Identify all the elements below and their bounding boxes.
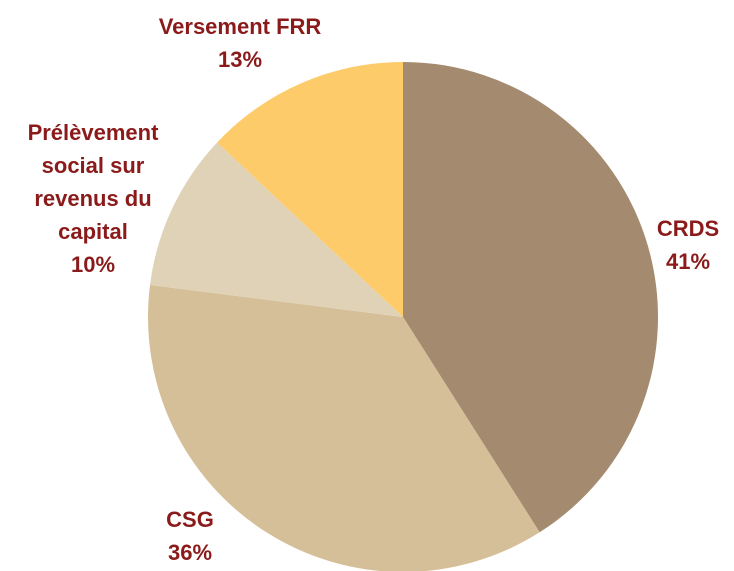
slice-label: CSG 36% (130, 503, 250, 569)
slice-label: CRDS 41% (628, 212, 734, 278)
value-label: 10% (70, 252, 116, 277)
pie-slice (150, 142, 403, 317)
slice-label: Versement FRR 13% (130, 10, 350, 76)
value-label: 41% (665, 249, 711, 274)
pie-slice (217, 62, 403, 317)
value-label: 36% (167, 540, 213, 565)
category-label: Versement FRR (158, 14, 322, 39)
category-label: Prélèvement social sur revenus du capita… (27, 120, 159, 244)
value-label: 13% (217, 47, 263, 72)
pie-slice (148, 285, 540, 571)
pie-slice (403, 62, 659, 533)
category-label: CSG (166, 507, 214, 532)
slice-label: Prélèvement social sur revenus du capita… (8, 116, 178, 281)
category-label: CRDS (656, 216, 720, 241)
